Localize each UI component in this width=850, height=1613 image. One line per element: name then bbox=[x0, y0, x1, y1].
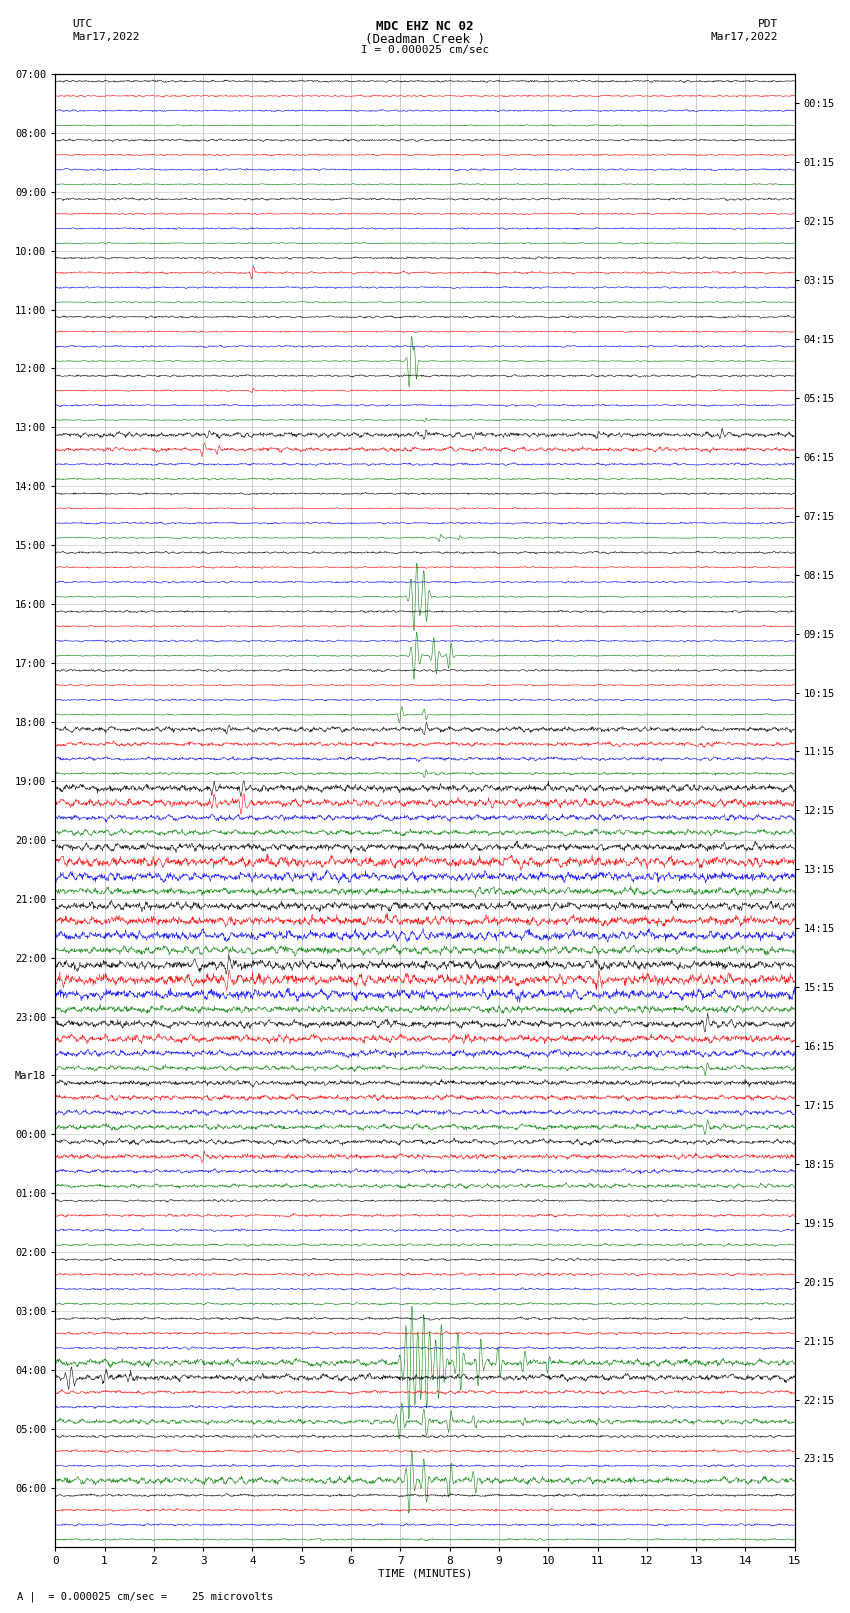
Text: UTC: UTC bbox=[72, 18, 93, 29]
X-axis label: TIME (MINUTES): TIME (MINUTES) bbox=[377, 1569, 473, 1579]
Text: Mar17,2022: Mar17,2022 bbox=[72, 32, 139, 42]
Text: PDT: PDT bbox=[757, 18, 778, 29]
Text: (Deadman Creek ): (Deadman Creek ) bbox=[365, 32, 485, 47]
Text: I = 0.000025 cm/sec: I = 0.000025 cm/sec bbox=[361, 45, 489, 55]
Text: MDC EHZ NC 02: MDC EHZ NC 02 bbox=[377, 19, 473, 34]
Text: Mar17,2022: Mar17,2022 bbox=[711, 32, 778, 42]
Text: A |  = 0.000025 cm/sec =    25 microvolts: A | = 0.000025 cm/sec = 25 microvolts bbox=[17, 1590, 273, 1602]
